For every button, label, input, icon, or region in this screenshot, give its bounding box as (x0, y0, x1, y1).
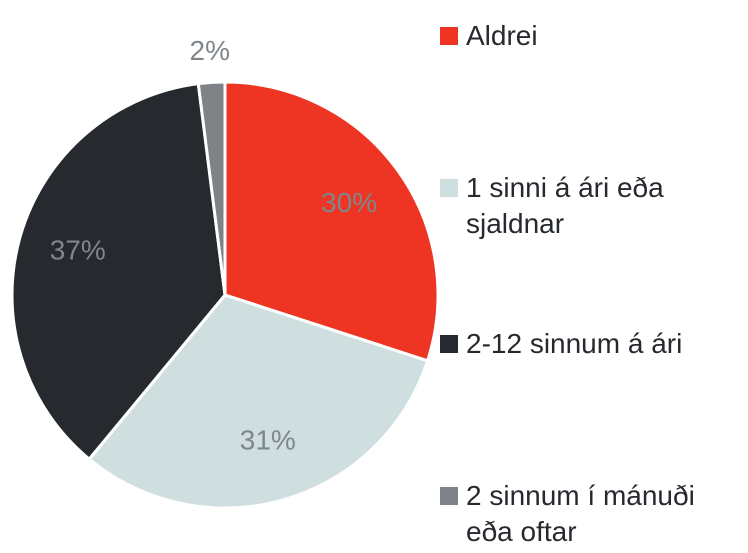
pie-slice (10, 82, 227, 462)
pie-slice (196, 80, 227, 296)
legend-swatch (440, 27, 458, 45)
legend-item: 1 sinni á ári eða sjaldnar (440, 170, 740, 242)
legend-swatch (440, 487, 458, 505)
legend-label: Aldrei (466, 20, 538, 51)
data-label: 30% (321, 187, 377, 218)
legend-item: Aldrei (440, 18, 740, 54)
legend-label: 1 sinni á ári eða sjaldnar (466, 172, 664, 239)
legend-item: 2 sinnum í mánuði eða oftar (440, 478, 740, 550)
legend-item: 2-12 sinnum á ári (440, 326, 740, 362)
data-label: 31% (240, 425, 296, 456)
legend-swatch (440, 335, 458, 353)
data-label: 37% (50, 235, 106, 266)
legend-swatch (440, 179, 458, 197)
legend-label: 2-12 sinnum á ári (466, 328, 683, 359)
pie-slice (223, 80, 440, 363)
legend-label: 2 sinnum í mánuði eða oftar (466, 480, 695, 547)
data-label: 2% (190, 35, 230, 66)
pie-slice (87, 293, 430, 510)
